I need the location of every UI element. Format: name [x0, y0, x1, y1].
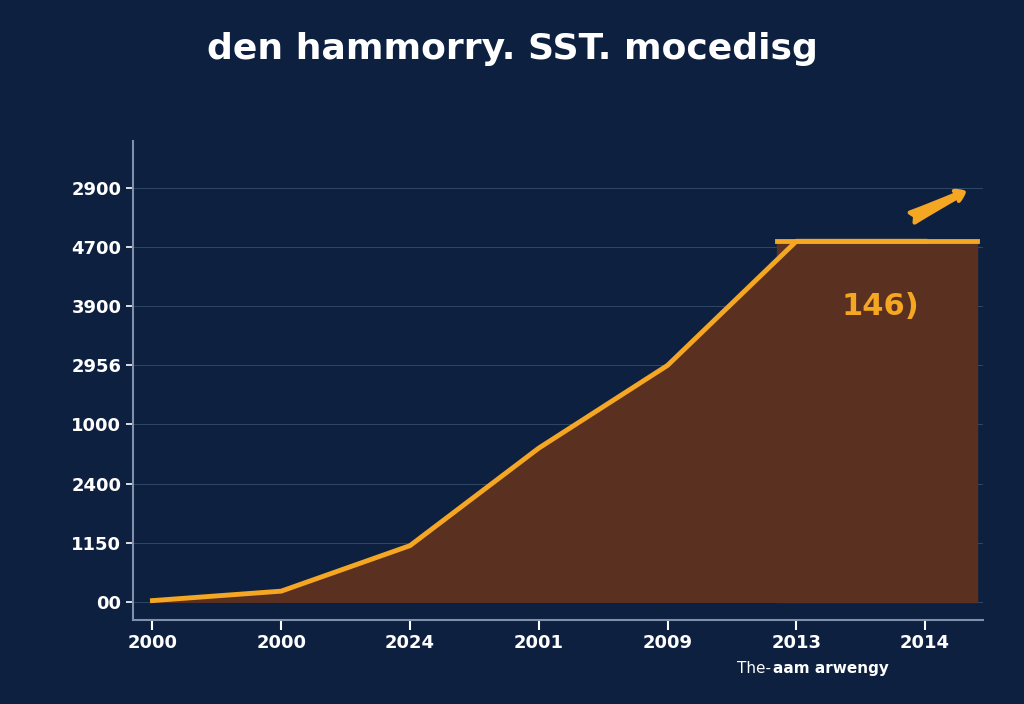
Text: The-: The- — [737, 661, 771, 676]
Text: 146): 146) — [842, 292, 920, 321]
FancyArrowPatch shape — [909, 191, 964, 222]
Text: den hammorry. SST. mocedisg: den hammorry. SST. mocedisg — [207, 32, 817, 66]
Text: aam arwengy: aam arwengy — [773, 661, 889, 676]
